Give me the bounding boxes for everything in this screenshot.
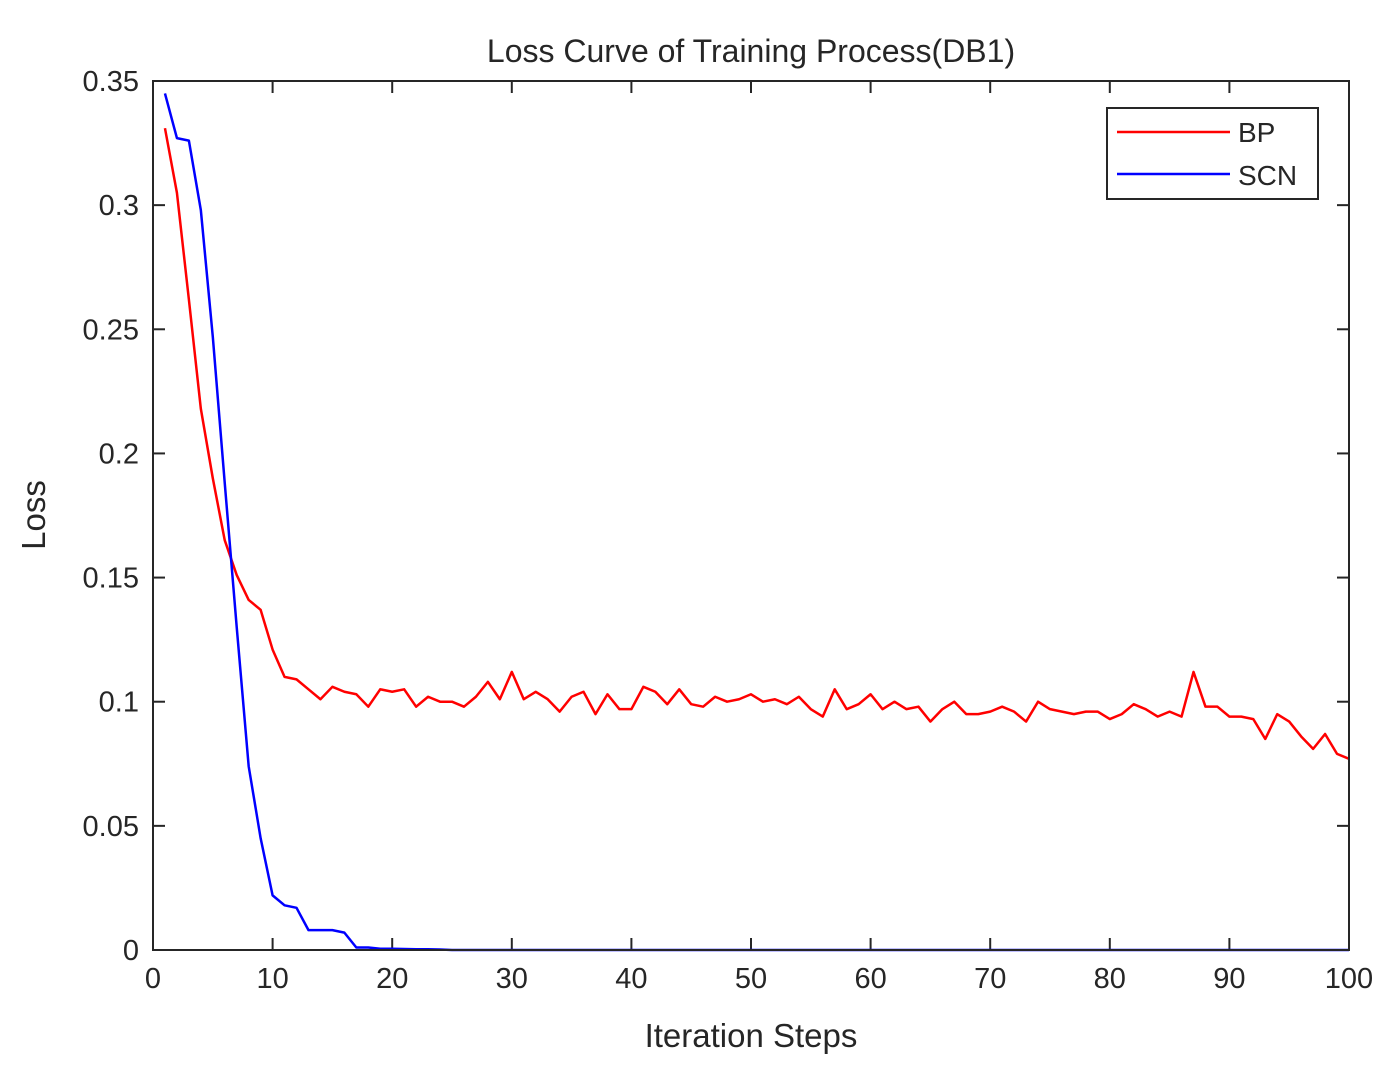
x-tick-label: 70 [974, 963, 1006, 995]
plot-frame [152, 80, 1350, 951]
legend-label-bp: BP [1238, 117, 1275, 148]
y-tick-label: 0.2 [99, 438, 139, 470]
y-tick-label: 0.25 [83, 314, 139, 346]
x-tick-label: 90 [1213, 963, 1245, 995]
legend-label-scn: SCN [1238, 160, 1297, 191]
series-line-bp [163, 127, 1350, 760]
x-tick-label: 40 [615, 963, 647, 995]
chart-title: Loss Curve of Training Process(DB1) [487, 33, 1015, 69]
x-tick-label: 100 [1325, 963, 1373, 995]
x-tick-label: 10 [256, 963, 288, 995]
x-tick-label: 80 [1094, 963, 1126, 995]
x-tick-label: 60 [854, 963, 886, 995]
x-tick-label: 20 [376, 963, 408, 995]
y-axis-label: Loss [15, 480, 52, 550]
y-axis-ticks: 0 0.05 0.1 0.15 0.2 0.25 0.3 0.35 [83, 66, 1349, 967]
x-tick-label: 50 [735, 963, 767, 995]
y-tick-label: 0.05 [83, 811, 139, 843]
x-axis-ticks: 0 10 20 30 40 50 60 70 80 90 100 [145, 81, 1373, 995]
y-tick-label: 0.15 [83, 563, 139, 595]
y-tick-label: 0.3 [99, 190, 139, 222]
legend-box [1106, 107, 1319, 200]
y-tick-label: 0.35 [83, 66, 139, 98]
plot-area [153, 81, 1349, 950]
x-tick-label: 0 [145, 963, 161, 995]
x-tick-label: 30 [496, 963, 528, 995]
legend: BP SCN [1106, 107, 1319, 200]
y-tick-label: 0 [123, 935, 139, 967]
x-axis-label: Iteration Steps [645, 1017, 858, 1054]
y-tick-label: 0.1 [99, 687, 139, 719]
